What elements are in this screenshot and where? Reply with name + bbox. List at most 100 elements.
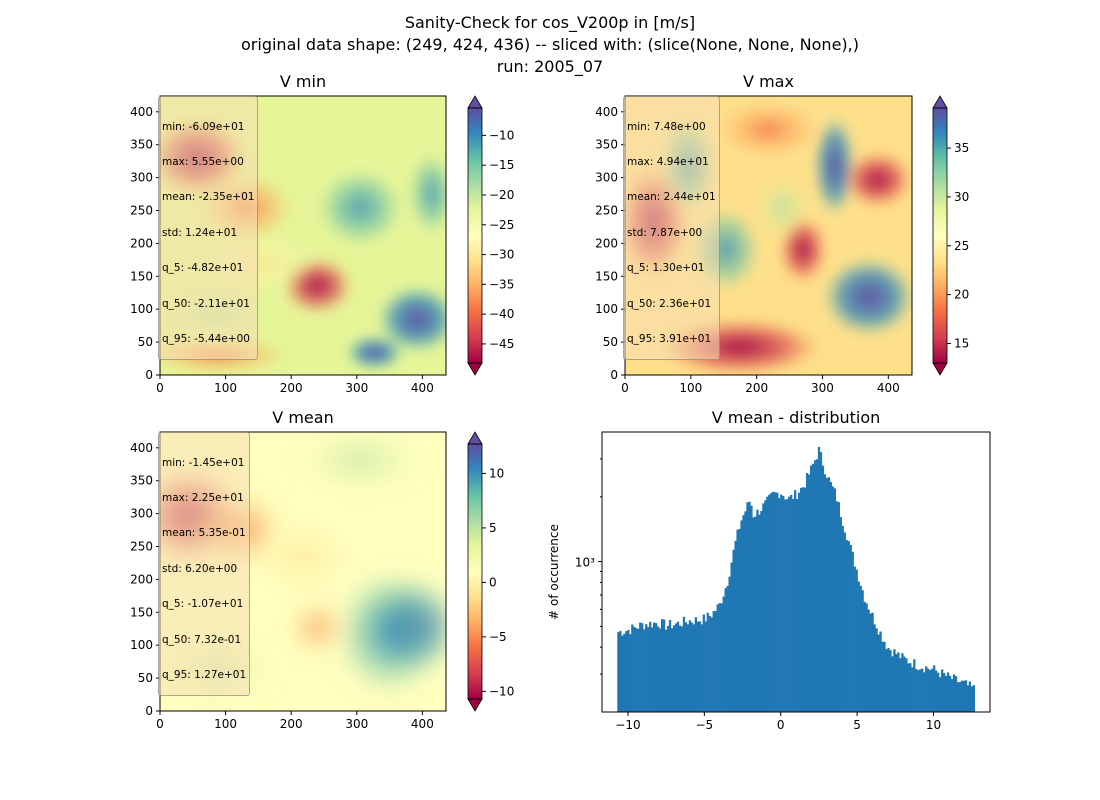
histogram-bar [897,652,900,712]
histogram-bar [956,682,960,712]
histogram-bar [720,603,723,712]
y-tick-label: 100 [130,302,153,316]
y-tick-label: 150 [130,605,153,619]
histogram-bar [927,668,930,712]
histogram-bar [837,502,840,712]
histogram-bar [653,622,656,712]
histogram-bar [950,679,954,712]
colorbar-tick-label: −25 [489,218,514,232]
histogram-bar [619,630,622,712]
stat-line: mean: -2.35e+01 [162,191,255,204]
histogram-bar [809,465,813,712]
y-tick-label: 0 [145,368,153,382]
x-tick-label: 100 [214,717,237,731]
histogram-bar [885,649,888,712]
histogram-bar [913,659,916,712]
y-tick-label: 250 [130,539,153,553]
histogram-bar [853,566,856,712]
colorbar-2: −10 −5 0 5 10 [467,431,514,712]
stats-box-vmin: min: -6.09e+01 max: 5.55e+00 mean: -2.35… [158,96,259,360]
histogram-bar [784,499,787,712]
histogram-bars [617,446,976,712]
histogram-bar [623,633,626,712]
histogram-bar [692,624,696,712]
histogram-bar [752,517,755,712]
y-tick-label: 300 [130,171,153,185]
x-tick-label: 0 [156,717,164,731]
stat-line: min: -6.09e+01 [162,120,245,133]
histogram-bar [931,668,934,712]
histogram-bar [875,628,878,712]
heatmap-axes-0: 0 100 200 300 400 0 50 100 150 200 250 300 350 400 [130,95,447,395]
histogram-bar [625,631,628,712]
x-tick-label: 0 [156,381,164,395]
histogram-bar [714,610,717,712]
colorbar-tick-label: 5 [489,521,497,535]
y-tick-label: 200 [595,236,618,250]
colorbar-extend-bottom [467,362,483,376]
stats-box-vmean: min: -1.45e+01 max: 2.25e+01 mean: 5.35e… [158,432,251,696]
heatmap-axes-2: 0 100 200 300 400 0 50 100 150 200 250 300 350 400 [130,431,447,731]
histogram-bar [871,612,874,712]
colorbar-tick-label: −35 [489,277,514,291]
histogram-bar [895,654,898,712]
histogram-bar [766,496,769,712]
x-tick-label: 5 [853,718,861,732]
histogram-bar [645,624,648,712]
histogram-bar [774,492,777,712]
histogram-bar [762,503,765,712]
colorbar-gradient [468,108,482,363]
histogram-bar [750,505,753,712]
stat-line: max: 2.25e+01 [162,491,244,504]
histogram-bar [867,609,870,712]
colorbar-gradient [468,444,482,699]
histogram-bar [923,672,926,712]
histogram-bar [835,501,839,712]
histogram-bar [728,576,731,712]
colorbar-tick-label: −10 [489,684,514,698]
histogram-bar [635,628,638,712]
histogram-bar [909,663,912,712]
histogram-bar [686,624,690,712]
histogram-bar [952,674,956,712]
x-tick-label: 300 [345,717,368,731]
histogram-bar [891,656,894,712]
histogram-bar [758,514,761,712]
histogram-bar [929,669,932,712]
histogram-bar [670,628,674,712]
y-tick-label: 100 [130,638,153,652]
histogram-bar [776,492,779,712]
histogram-bar [647,626,650,712]
histogram-bar [696,621,699,712]
histogram-bar [911,667,914,712]
stat-line: q_5: -4.82e+01 [162,262,244,275]
histogram-bar [843,532,846,712]
histogram-bar [744,511,747,712]
x-tick-label: −10 [615,718,640,732]
histogram-bar [893,649,896,712]
histogram-bar [672,625,676,712]
histogram-bar [796,499,799,712]
histogram-bar [873,624,876,712]
colorbar-tick-label: −20 [489,188,514,202]
histogram-bar [790,494,793,712]
histogram-bar [780,494,783,712]
histogram-bar [730,562,733,712]
histogram-bar [690,622,694,712]
stat-line: min: 7.48e+00 [627,120,706,133]
histogram-bar [879,631,882,712]
histogram-bar [845,540,848,712]
histogram-bar [756,509,759,712]
stat-line: max: 4.94e+01 [627,155,709,168]
histogram-bar [859,585,862,712]
histogram-bar [811,463,815,712]
stat-line: std: 1.24e+01 [162,226,238,239]
histogram-bar [641,623,644,712]
histogram-bar [736,529,739,712]
histogram-bar [732,549,735,712]
colorbar-tick-label: 25 [954,239,969,253]
histogram-bar [964,680,968,712]
x-tick-label: 400 [877,381,900,395]
histogram-bar [954,676,958,712]
histogram-bar [629,634,632,712]
